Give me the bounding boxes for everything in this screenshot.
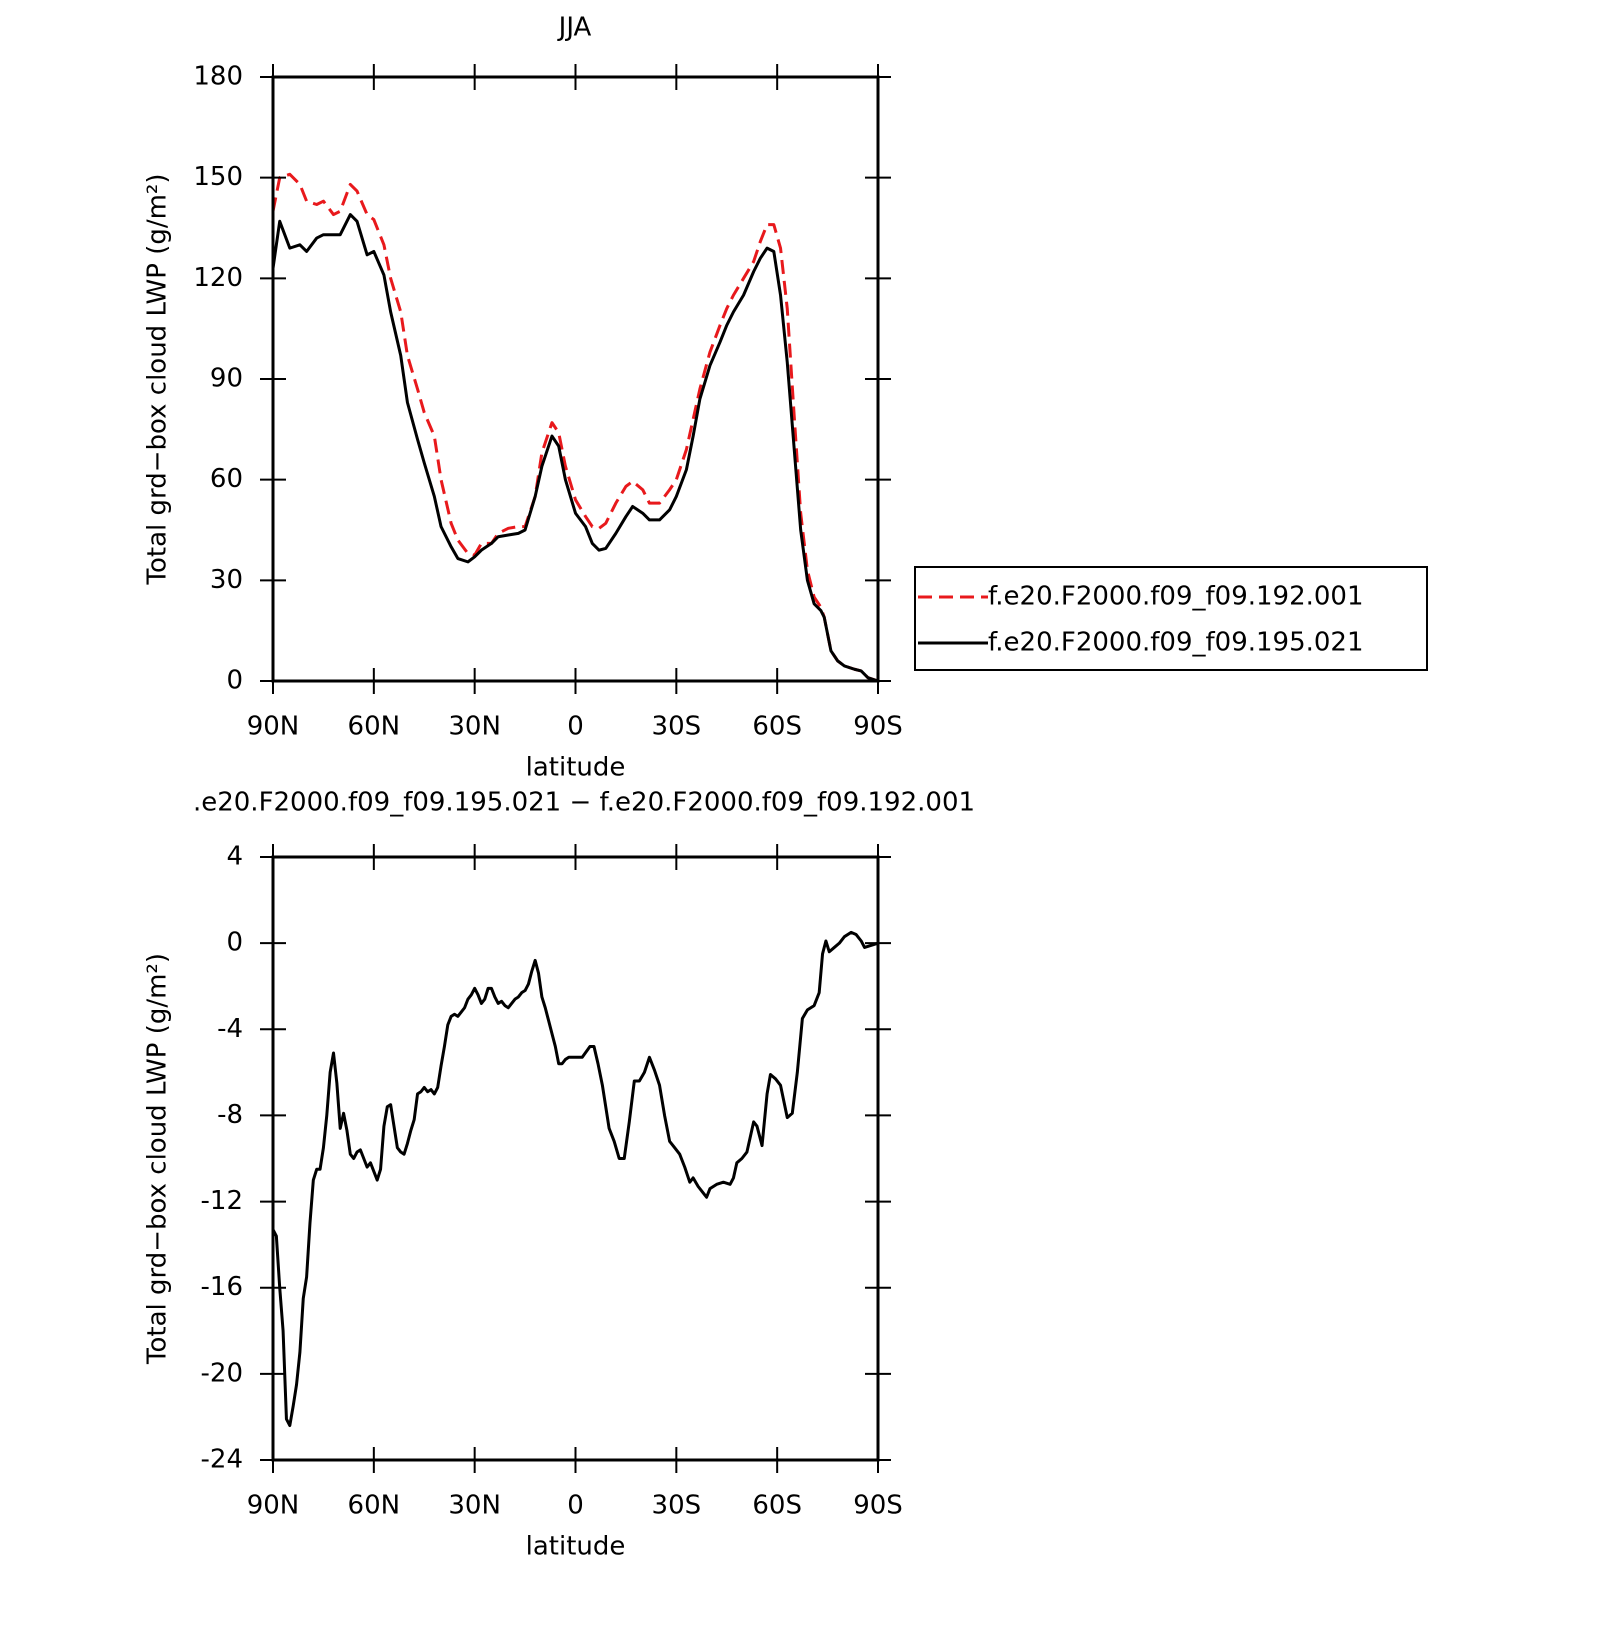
x-tick-label: 0 <box>567 1491 584 1521</box>
data-line <box>271 213 879 683</box>
x-tick-label: 30N <box>448 1491 501 1521</box>
y-tick-label: 0 <box>226 928 243 958</box>
data-line <box>271 172 879 683</box>
y-tick-label: 30 <box>210 565 243 595</box>
data-line <box>271 930 879 1428</box>
x-tick-label: 90S <box>853 1491 903 1521</box>
x-tick-label: 30S <box>652 1491 702 1521</box>
chart-title: .e20.F2000.f09_f09.195.021 − f.e20.F2000… <box>193 788 975 818</box>
x-tick-label: 30S <box>652 712 702 742</box>
chart-title: JJA <box>557 13 592 43</box>
x-tick-label: 30N <box>448 712 501 742</box>
x-axis-label: latitude <box>526 753 626 783</box>
y-tick-label: -24 <box>201 1445 243 1475</box>
y-axis-label: Total grd−box cloud LWP (g/m²) <box>143 174 173 586</box>
y-tick-label: 150 <box>193 162 243 192</box>
y-tick-label: 60 <box>210 464 243 494</box>
x-tick-label: 60N <box>348 712 401 742</box>
y-tick-label: 4 <box>226 842 243 872</box>
x-axis-label: latitude <box>526 1532 626 1562</box>
y-tick-label: 180 <box>193 62 243 92</box>
y-tick-label: -4 <box>217 1014 243 1044</box>
x-tick-label: 60S <box>752 712 802 742</box>
y-tick-label: 120 <box>193 263 243 293</box>
y-tick-label: -12 <box>201 1186 243 1216</box>
legend-box <box>914 566 1428 671</box>
x-tick-label: 90N <box>247 712 300 742</box>
x-tick-label: 60N <box>348 1491 401 1521</box>
x-tick-label: 0 <box>567 712 584 742</box>
x-tick-label: 60S <box>752 1491 802 1521</box>
x-tick-label: 90N <box>247 1491 300 1521</box>
legend-label: f.e20.F2000.f09_f09.192.001 <box>988 582 1364 612</box>
x-tick-label: 90S <box>853 712 903 742</box>
y-tick-label: 0 <box>226 666 243 696</box>
y-tick-label: 90 <box>210 364 243 394</box>
y-tick-label: -8 <box>217 1100 243 1130</box>
y-tick-label: -20 <box>201 1358 243 1388</box>
y-axis-label: Total grd−box cloud LWP (g/m²) <box>143 953 173 1365</box>
legend-label: f.e20.F2000.f09_f09.195.021 <box>988 628 1364 658</box>
y-tick-label: -16 <box>201 1272 243 1302</box>
